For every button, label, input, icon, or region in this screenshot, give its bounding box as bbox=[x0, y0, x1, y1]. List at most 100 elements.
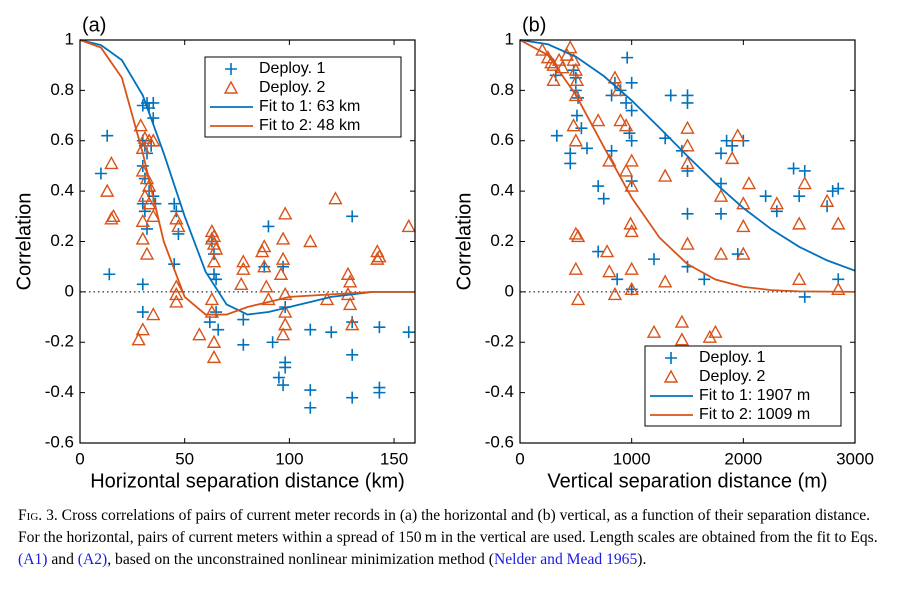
triangle-marker bbox=[570, 291, 586, 306]
x-tick-label: 150 bbox=[380, 449, 408, 468]
triangle-marker bbox=[624, 178, 639, 192]
y-tick-label: -0.2 bbox=[485, 332, 514, 351]
plus-marker bbox=[715, 207, 727, 220]
figure: -0.6-0.4-0.200.20.40.60.810 50 100 150(a)Ho… bbox=[13, 14, 874, 492]
triangle-marker bbox=[590, 113, 606, 127]
y-tick-label: 1 bbox=[505, 29, 514, 48]
plus-marker bbox=[101, 129, 114, 142]
triangle-marker bbox=[674, 332, 690, 346]
plus-marker bbox=[720, 134, 733, 147]
triangle-marker bbox=[568, 261, 584, 275]
plus-marker bbox=[605, 144, 618, 157]
triangle-marker bbox=[570, 229, 586, 243]
triangle-marker bbox=[169, 286, 184, 301]
citation-link[interactable]: Nelder and Mead 1965 bbox=[493, 551, 638, 568]
plus-marker bbox=[575, 122, 588, 135]
plus-marker bbox=[325, 326, 338, 339]
triangle-marker bbox=[345, 317, 360, 331]
triangle-marker bbox=[261, 291, 276, 306]
triangle-marker bbox=[236, 261, 251, 275]
panel-label: (a) bbox=[82, 14, 106, 36]
citation-link[interactable]: (A1) bbox=[18, 551, 48, 568]
plus-marker bbox=[170, 205, 183, 218]
triangle-marker bbox=[624, 261, 639, 275]
triangle-marker bbox=[104, 155, 119, 170]
plus-marker bbox=[581, 142, 593, 155]
legend: Deploy. 1 Deploy. 2 Fit to 1: 1907 m Fit to… bbox=[644, 345, 842, 427]
plus-marker bbox=[346, 391, 359, 404]
triangle-marker bbox=[171, 218, 186, 233]
plus-marker bbox=[625, 134, 638, 147]
triangle-marker bbox=[208, 241, 224, 255]
triangle-marker bbox=[736, 246, 751, 260]
y-tick-label: 0.4 bbox=[490, 181, 514, 200]
triangle-marker bbox=[278, 286, 293, 301]
plus-marker bbox=[304, 401, 317, 414]
plus-marker bbox=[592, 245, 605, 258]
x-axis-label: Horizontal separation distance (km) bbox=[90, 470, 405, 492]
triangle-marker bbox=[599, 244, 615, 258]
plus-marker bbox=[304, 384, 317, 397]
y-tick-label: 0.8 bbox=[50, 80, 74, 99]
triangle-marker bbox=[169, 279, 184, 293]
caption-text: , based on the unconstrained nonlinear m… bbox=[107, 551, 494, 568]
triangle-marker bbox=[566, 52, 581, 66]
triangle-marker bbox=[624, 153, 639, 167]
legend-label: Deploy. 1 bbox=[699, 349, 766, 366]
triangle-marker bbox=[342, 274, 358, 288]
plus-marker bbox=[210, 273, 223, 286]
triangle-marker bbox=[611, 82, 626, 97]
plus-marker bbox=[681, 96, 694, 109]
y-tick-label: -0.4 bbox=[45, 382, 74, 401]
plus-marker bbox=[373, 321, 386, 334]
citation-link[interactable]: (A2) bbox=[77, 551, 108, 568]
plus-marker bbox=[208, 268, 220, 281]
x-tick-label: 1000 bbox=[613, 449, 651, 468]
triangle-marker bbox=[602, 153, 617, 167]
legend-label: Fit to 2: 48 km bbox=[259, 117, 360, 134]
plus-marker bbox=[592, 180, 605, 193]
plus-marker bbox=[212, 323, 225, 336]
plus-marker bbox=[279, 356, 292, 369]
legend-marker bbox=[665, 352, 677, 364]
plus-marker bbox=[793, 190, 806, 203]
triangle-marker bbox=[613, 113, 628, 127]
triangle-marker bbox=[730, 128, 745, 142]
triangle-marker bbox=[133, 118, 148, 132]
triangle-marker bbox=[563, 40, 578, 54]
x-axis-label: Vertical separation distance (m) bbox=[547, 470, 827, 492]
triangle-marker bbox=[135, 322, 150, 336]
legend-marker bbox=[663, 369, 679, 383]
triangle-marker bbox=[674, 314, 690, 328]
triangle-marker bbox=[602, 264, 617, 278]
triangle-marker bbox=[607, 70, 623, 84]
triangle-marker bbox=[141, 196, 157, 210]
triangle-marker bbox=[146, 307, 161, 321]
plus-marker bbox=[826, 185, 839, 198]
y-tick-label: 0.6 bbox=[50, 130, 74, 149]
plus-marker bbox=[168, 197, 181, 210]
plus-marker bbox=[625, 104, 638, 117]
triangle-marker bbox=[257, 239, 272, 253]
plus-marker bbox=[136, 197, 149, 210]
triangle-marker bbox=[135, 213, 150, 228]
triangle-marker bbox=[769, 196, 785, 210]
triangle-marker bbox=[646, 324, 662, 338]
plus-marker bbox=[550, 129, 563, 142]
triangle-marker bbox=[206, 334, 222, 348]
triangle-marker bbox=[624, 223, 639, 238]
x-tick-label: 2000 bbox=[724, 449, 762, 468]
plus-marker bbox=[832, 182, 845, 195]
plus-marker bbox=[147, 96, 160, 109]
triangle-marker bbox=[680, 120, 695, 134]
y-axis-label: Correlation bbox=[13, 193, 35, 291]
plus-marker bbox=[141, 222, 153, 235]
y-tick-label: 0 bbox=[65, 281, 74, 300]
plus-marker bbox=[203, 316, 216, 329]
triangle-marker bbox=[192, 327, 207, 341]
plus-marker bbox=[597, 192, 610, 205]
legend-label: Fit to 1: 1907 m bbox=[699, 387, 810, 404]
triangle-marker bbox=[791, 216, 807, 230]
triangle-marker bbox=[401, 218, 416, 233]
caption-text: ). bbox=[637, 551, 647, 568]
